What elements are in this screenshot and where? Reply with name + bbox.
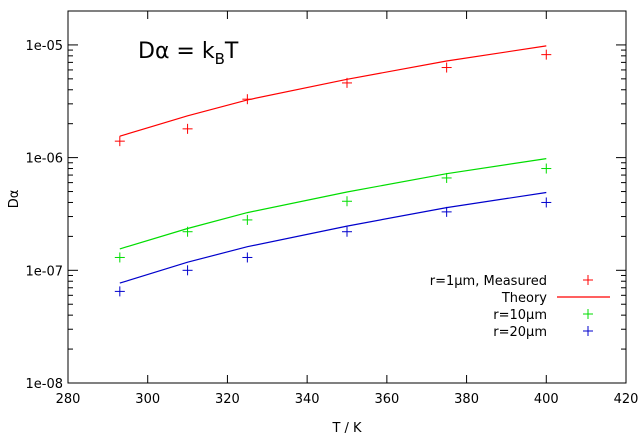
legend-label: Theory bbox=[501, 291, 547, 306]
theory-line-1 bbox=[119, 45, 547, 137]
theory-line-5 bbox=[119, 191, 547, 284]
x-tick-label: 340 bbox=[295, 392, 320, 407]
data-point-4-2 bbox=[242, 252, 253, 263]
x-tick-label: 280 bbox=[56, 392, 81, 407]
y-tick-label: 1e-07 bbox=[25, 264, 63, 279]
data-point-2-2 bbox=[242, 214, 253, 225]
data-point-2-0 bbox=[114, 252, 125, 263]
data-point-2-4 bbox=[441, 172, 452, 183]
data-point-0-0 bbox=[114, 136, 125, 147]
data-point-0-4 bbox=[441, 62, 452, 73]
theory-line-3 bbox=[119, 158, 547, 250]
annotation-tail: T bbox=[224, 39, 239, 64]
y-tick-label: 1e-05 bbox=[25, 39, 63, 54]
legend: r=1μm, Measured Theory r=10μm r=20μm bbox=[430, 274, 610, 340]
y-axis-label: Dα bbox=[7, 190, 22, 209]
plot-frame bbox=[67, 10, 627, 384]
data-point-4-1 bbox=[182, 265, 193, 276]
data-point-4-5 bbox=[541, 197, 552, 208]
data-point-4-3 bbox=[342, 226, 352, 237]
legend-marker-swatch bbox=[583, 309, 593, 319]
legend-label: r=20μm bbox=[493, 325, 547, 340]
data-point-0-1 bbox=[182, 123, 193, 134]
legend-marker-swatch bbox=[583, 326, 593, 336]
x-tick-label: 380 bbox=[454, 392, 479, 407]
legend-label: r=10μm bbox=[493, 308, 547, 323]
series-group bbox=[114, 45, 552, 297]
data-point-4-0 bbox=[114, 286, 125, 297]
chart-annotation: Dα = kBT bbox=[138, 39, 239, 68]
legend-marker-swatch bbox=[583, 275, 593, 285]
annotation-subscript: B bbox=[215, 50, 225, 68]
data-point-0-5 bbox=[541, 49, 552, 60]
x-tick-label: 320 bbox=[215, 392, 240, 407]
legend-label: r=1μm, Measured bbox=[430, 274, 547, 289]
x-tick-label: 360 bbox=[374, 392, 399, 407]
data-point-4-4 bbox=[441, 206, 452, 217]
y-tick-label: 1e-08 bbox=[25, 377, 63, 392]
x-axis-label: T / K bbox=[331, 421, 362, 436]
data-point-2-3 bbox=[342, 196, 352, 207]
y-tick-label: 1e-06 bbox=[25, 152, 63, 167]
x-tick-label: 400 bbox=[534, 392, 559, 407]
annotation-main: Dα = k bbox=[138, 39, 215, 64]
x-tick-label: 300 bbox=[135, 392, 160, 407]
x-tick-label: 420 bbox=[614, 392, 639, 407]
axis-ticks: 280 300 320 340 360 380 400 420 1e-08 1e-07 1e-06 1… bbox=[25, 11, 638, 407]
data-point-2-5 bbox=[541, 163, 552, 174]
